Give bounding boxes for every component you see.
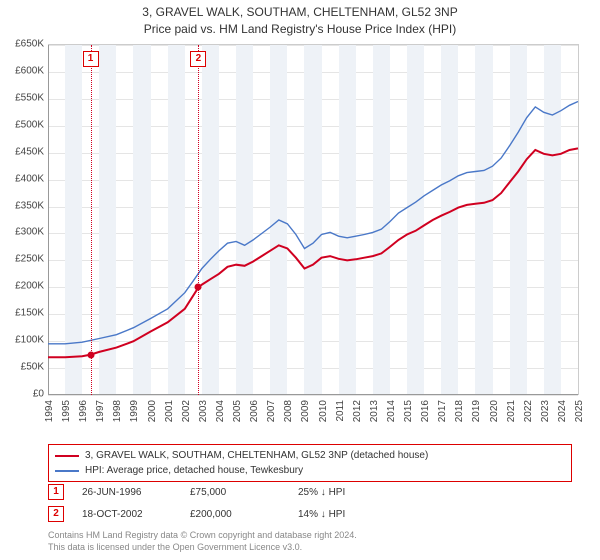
y-tick-label: £650K xyxy=(15,39,44,50)
x-tick-label: 2001 xyxy=(164,400,175,422)
y-tick-label: £100K xyxy=(15,335,44,346)
legend-label-property: 3, GRAVEL WALK, SOUTHAM, CHELTENHAM, GL5… xyxy=(85,448,428,463)
title-block: 3, GRAVEL WALK, SOUTHAM, CHELTENHAM, GL5… xyxy=(0,0,600,38)
x-tick-label: 1994 xyxy=(44,400,55,422)
x-tick-label: 1999 xyxy=(129,400,140,422)
legend-swatch-property xyxy=(55,455,79,457)
plot-region: 12 xyxy=(48,44,579,395)
y-tick-label: £600K xyxy=(15,65,44,76)
chart-container: 3, GRAVEL WALK, SOUTHAM, CHELTENHAM, GL5… xyxy=(0,0,600,560)
legend-item-property: 3, GRAVEL WALK, SOUTHAM, CHELTENHAM, GL5… xyxy=(55,448,565,463)
x-tick-label: 1996 xyxy=(78,400,89,422)
event-price-2: £200,000 xyxy=(190,509,280,520)
x-tick-label: 2010 xyxy=(318,400,329,422)
x-tick-label: 2012 xyxy=(352,400,363,422)
x-tick-label: 2019 xyxy=(471,400,482,422)
event-row-1: 1 26-JUN-1996 £75,000 25% ↓ HPI xyxy=(48,484,572,500)
x-tick-label: 1995 xyxy=(61,400,72,422)
x-tick-label: 2005 xyxy=(232,400,243,422)
y-tick-label: £550K xyxy=(15,92,44,103)
event-badge-2: 2 xyxy=(48,506,64,522)
x-tick-label: 2017 xyxy=(437,400,448,422)
legend-item-hpi: HPI: Average price, detached house, Tewk… xyxy=(55,463,565,478)
y-tick-label: £0 xyxy=(33,389,44,400)
chart-marker-badge: 1 xyxy=(83,51,99,67)
x-tick-label: 2002 xyxy=(181,400,192,422)
event-delta-2: 14% ↓ HPI xyxy=(298,509,388,520)
event-badge-1: 1 xyxy=(48,484,64,500)
x-tick-label: 2024 xyxy=(557,400,568,422)
attribution-line-2: This data is licensed under the Open Gov… xyxy=(48,542,572,554)
attribution-line-1: Contains HM Land Registry data © Crown c… xyxy=(48,530,572,542)
legend-label-hpi: HPI: Average price, detached house, Tewk… xyxy=(85,463,303,478)
x-tick-label: 2013 xyxy=(369,400,380,422)
y-tick-label: £400K xyxy=(15,173,44,184)
x-tick-label: 2022 xyxy=(523,400,534,422)
y-tick-label: £50K xyxy=(21,362,44,373)
chart-area: 12 1994199519961997199819992000200120022… xyxy=(48,44,578,414)
x-tick-label: 2025 xyxy=(574,400,585,422)
x-tick-label: 1997 xyxy=(95,400,106,422)
y-tick-label: £450K xyxy=(15,146,44,157)
x-tick-label: 2018 xyxy=(454,400,465,422)
x-tick-label: 2023 xyxy=(540,400,551,422)
events-table: 1 26-JUN-1996 £75,000 25% ↓ HPI 2 18-OCT… xyxy=(48,484,572,528)
legend-swatch-hpi xyxy=(55,470,79,472)
y-tick-label: £250K xyxy=(15,254,44,265)
series-line xyxy=(48,148,578,357)
x-tick-label: 2006 xyxy=(249,400,260,422)
x-tick-label: 2016 xyxy=(420,400,431,422)
attribution-block: Contains HM Land Registry data © Crown c… xyxy=(48,530,572,553)
sale-point-marker xyxy=(195,284,202,291)
event-date-2: 18-OCT-2002 xyxy=(82,509,172,520)
x-tick-label: 2011 xyxy=(335,400,346,422)
event-row-2: 2 18-OCT-2002 £200,000 14% ↓ HPI xyxy=(48,506,572,522)
legend-box: 3, GRAVEL WALK, SOUTHAM, CHELTENHAM, GL5… xyxy=(48,444,572,482)
event-date-1: 26-JUN-1996 xyxy=(82,487,172,498)
y-tick-label: £300K xyxy=(15,227,44,238)
event-price-1: £75,000 xyxy=(190,487,280,498)
x-tick-label: 2000 xyxy=(147,400,158,422)
x-tick-label: 2020 xyxy=(489,400,500,422)
x-tick-label: 2015 xyxy=(403,400,414,422)
x-tick-label: 2021 xyxy=(506,400,517,422)
series-line xyxy=(48,102,578,344)
x-tick-label: 2009 xyxy=(300,400,311,422)
sale-point-marker xyxy=(87,351,94,358)
x-tick-label: 2014 xyxy=(386,400,397,422)
chart-marker-badge: 2 xyxy=(190,51,206,67)
y-tick-label: £200K xyxy=(15,281,44,292)
line-series-layer xyxy=(48,45,578,395)
x-tick-label: 2004 xyxy=(215,400,226,422)
y-tick-label: £500K xyxy=(15,119,44,130)
y-tick-label: £350K xyxy=(15,200,44,211)
x-tick-label: 2007 xyxy=(266,400,277,422)
x-tick-label: 1998 xyxy=(112,400,123,422)
title-line-2: Price paid vs. HM Land Registry's House … xyxy=(0,21,600,38)
event-delta-1: 25% ↓ HPI xyxy=(298,487,388,498)
y-tick-label: £150K xyxy=(15,308,44,319)
x-tick-label: 2008 xyxy=(283,400,294,422)
title-line-1: 3, GRAVEL WALK, SOUTHAM, CHELTENHAM, GL5… xyxy=(0,4,600,21)
x-tick-label: 2003 xyxy=(198,400,209,422)
